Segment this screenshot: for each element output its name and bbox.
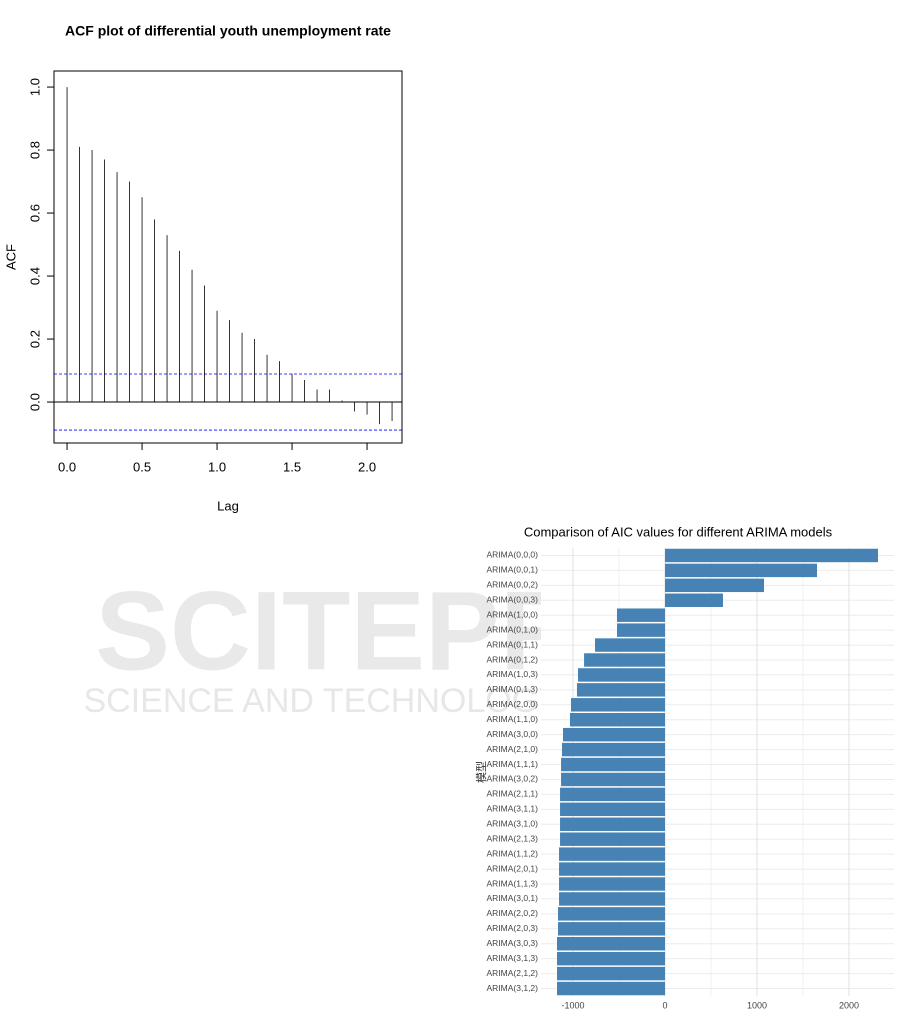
- y-tick-label: ARIMA(0,1,2): [487, 654, 539, 664]
- y-axis-label: ACF: [3, 244, 18, 270]
- y-tick-label: ARIMA(3,0,1): [487, 893, 539, 903]
- y-tick-label: ARIMA(1,1,0): [487, 714, 539, 724]
- bar: [576, 683, 666, 697]
- y-tick-label: ARIMA(3,0,2): [487, 774, 539, 784]
- y-tick-label: 0.8: [27, 141, 42, 159]
- bar: [559, 892, 666, 906]
- bar: [558, 907, 666, 921]
- bar: [557, 966, 666, 981]
- chart-title: ACF plot of differential youth unemploym…: [65, 23, 391, 39]
- y-tick-label: ARIMA(2,0,1): [487, 863, 539, 873]
- x-tick-label: 2.0: [358, 459, 376, 474]
- y-tick-label: ARIMA(2,1,3): [487, 833, 539, 843]
- y-tick-label: ARIMA(1,1,2): [487, 848, 539, 858]
- y-tick-label: ARIMA(3,0,3): [487, 938, 539, 948]
- y-tick-label: ARIMA(3,1,1): [487, 804, 539, 814]
- x-tick-label: 0: [663, 1000, 668, 1010]
- aic-chart: Comparison of AIC values for different A…: [474, 524, 894, 1010]
- y-tick-label: ARIMA(3,1,2): [487, 983, 539, 993]
- y-tick-label: ARIMA(0,0,0): [487, 550, 539, 560]
- bar: [570, 698, 666, 712]
- x-tick-label: 2000: [839, 1000, 859, 1010]
- bar: [665, 563, 817, 578]
- x-tick-label: 1000: [747, 1000, 767, 1010]
- y-tick-label: ARIMA(0,1,1): [487, 639, 539, 649]
- y-tick-label: 0.4: [27, 267, 42, 285]
- bar: [559, 862, 666, 876]
- bar: [559, 877, 666, 891]
- bar: [557, 951, 666, 966]
- y-tick-label: ARIMA(2,0,3): [487, 923, 539, 933]
- plot-panel: [541, 548, 894, 996]
- y-tick-label: 0.2: [27, 330, 42, 348]
- bar: [665, 548, 878, 563]
- x-tick-label: 1.5: [283, 459, 301, 474]
- y-tick-label: 1.0: [27, 78, 42, 96]
- y-tick-label: ARIMA(2,1,1): [487, 789, 539, 799]
- bar: [561, 757, 666, 772]
- bar: [560, 817, 666, 831]
- y-tick-label: ARIMA(1,0,0): [487, 609, 539, 619]
- y-tick-label: ARIMA(0,0,2): [487, 580, 539, 590]
- y-tick-label: ARIMA(2,1,0): [487, 744, 539, 754]
- y-tick-label: ARIMA(3,0,0): [487, 729, 539, 739]
- bar: [561, 742, 666, 757]
- y-tick-label: ARIMA(1,0,3): [487, 669, 539, 679]
- y-tick-label: ARIMA(1,1,1): [487, 759, 539, 769]
- y-tick-label: ARIMA(0,1,0): [487, 624, 539, 634]
- y-tick-label: ARIMA(2,0,2): [487, 908, 539, 918]
- bar: [560, 787, 666, 802]
- bar: [616, 608, 666, 622]
- bar: [557, 937, 666, 951]
- bar: [595, 638, 666, 652]
- x-tick-label: -1000: [562, 1000, 585, 1010]
- y-tick-label: 0.0: [27, 393, 42, 411]
- bar: [569, 713, 666, 727]
- plot-frame: [53, 70, 403, 444]
- y-tick-label: ARIMA(3,1,0): [487, 819, 539, 829]
- y-tick-label: ARIMA(1,1,3): [487, 878, 539, 888]
- y-tick-label: ARIMA(2,0,0): [487, 699, 539, 709]
- bar: [560, 802, 666, 817]
- x-tick-label: 0.5: [133, 459, 151, 474]
- acf-chart: ACF plot of differential youth unemploym…: [3, 23, 403, 513]
- y-tick-label: ARIMA(0,0,1): [487, 565, 539, 575]
- x-tick-label: 0.0: [58, 459, 76, 474]
- bar: [560, 832, 666, 846]
- bar: [562, 727, 666, 742]
- y-tick-label: ARIMA(0,0,3): [487, 595, 539, 605]
- chart-title: Comparison of AIC values for different A…: [524, 524, 833, 539]
- y-tick-label: ARIMA(3,1,3): [487, 953, 539, 963]
- bar: [577, 668, 666, 682]
- y-tick-label: ARIMA(2,1,2): [487, 968, 539, 978]
- y-tick-label: ARIMA(0,1,3): [487, 684, 539, 694]
- bar: [665, 578, 765, 593]
- bar: [561, 772, 666, 787]
- y-tick-label: 0.6: [27, 204, 42, 222]
- bar: [584, 653, 666, 667]
- bar: [616, 623, 666, 637]
- x-tick-label: 1.0: [208, 459, 226, 474]
- x-axis-label: Lag: [217, 498, 239, 513]
- bar: [665, 593, 723, 607]
- bar: [557, 981, 666, 996]
- bar: [558, 922, 666, 936]
- bar: [559, 847, 666, 861]
- y-axis-label: 模型: [474, 761, 488, 783]
